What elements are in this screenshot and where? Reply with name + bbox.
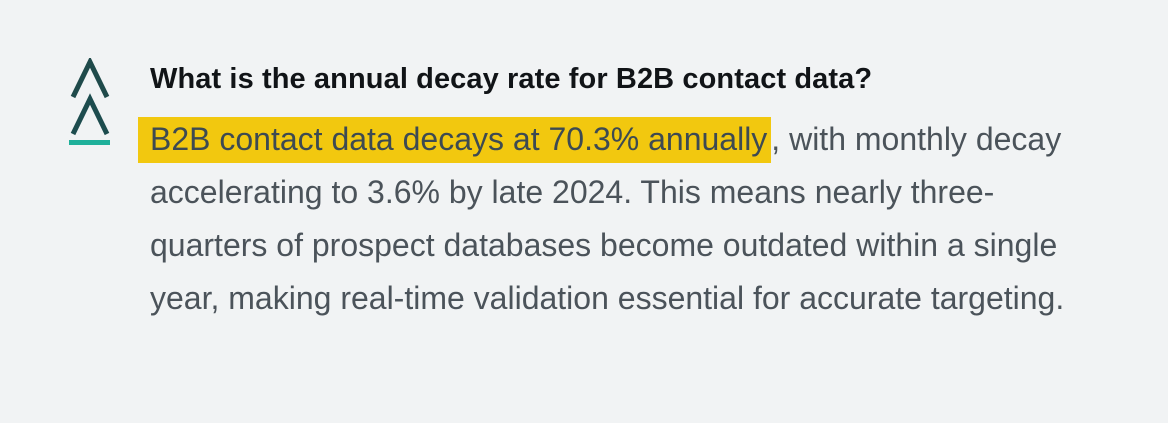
faq-answer: B2B contact data decays at 70.3% annuall…	[138, 113, 1080, 325]
faq-question: What is the annual decay rate for B2B co…	[150, 63, 873, 95]
faq-content: What is the annual decay rate for B2B co…	[138, 59, 1110, 325]
brand-logo	[66, 58, 114, 150]
double-chevron-up-logo-icon	[69, 58, 110, 145]
answer-text: , with monthly decay accelerating to 3.6…	[150, 121, 1065, 316]
answer-highlight: B2B contact data decays at 70.3% annuall…	[138, 117, 772, 163]
